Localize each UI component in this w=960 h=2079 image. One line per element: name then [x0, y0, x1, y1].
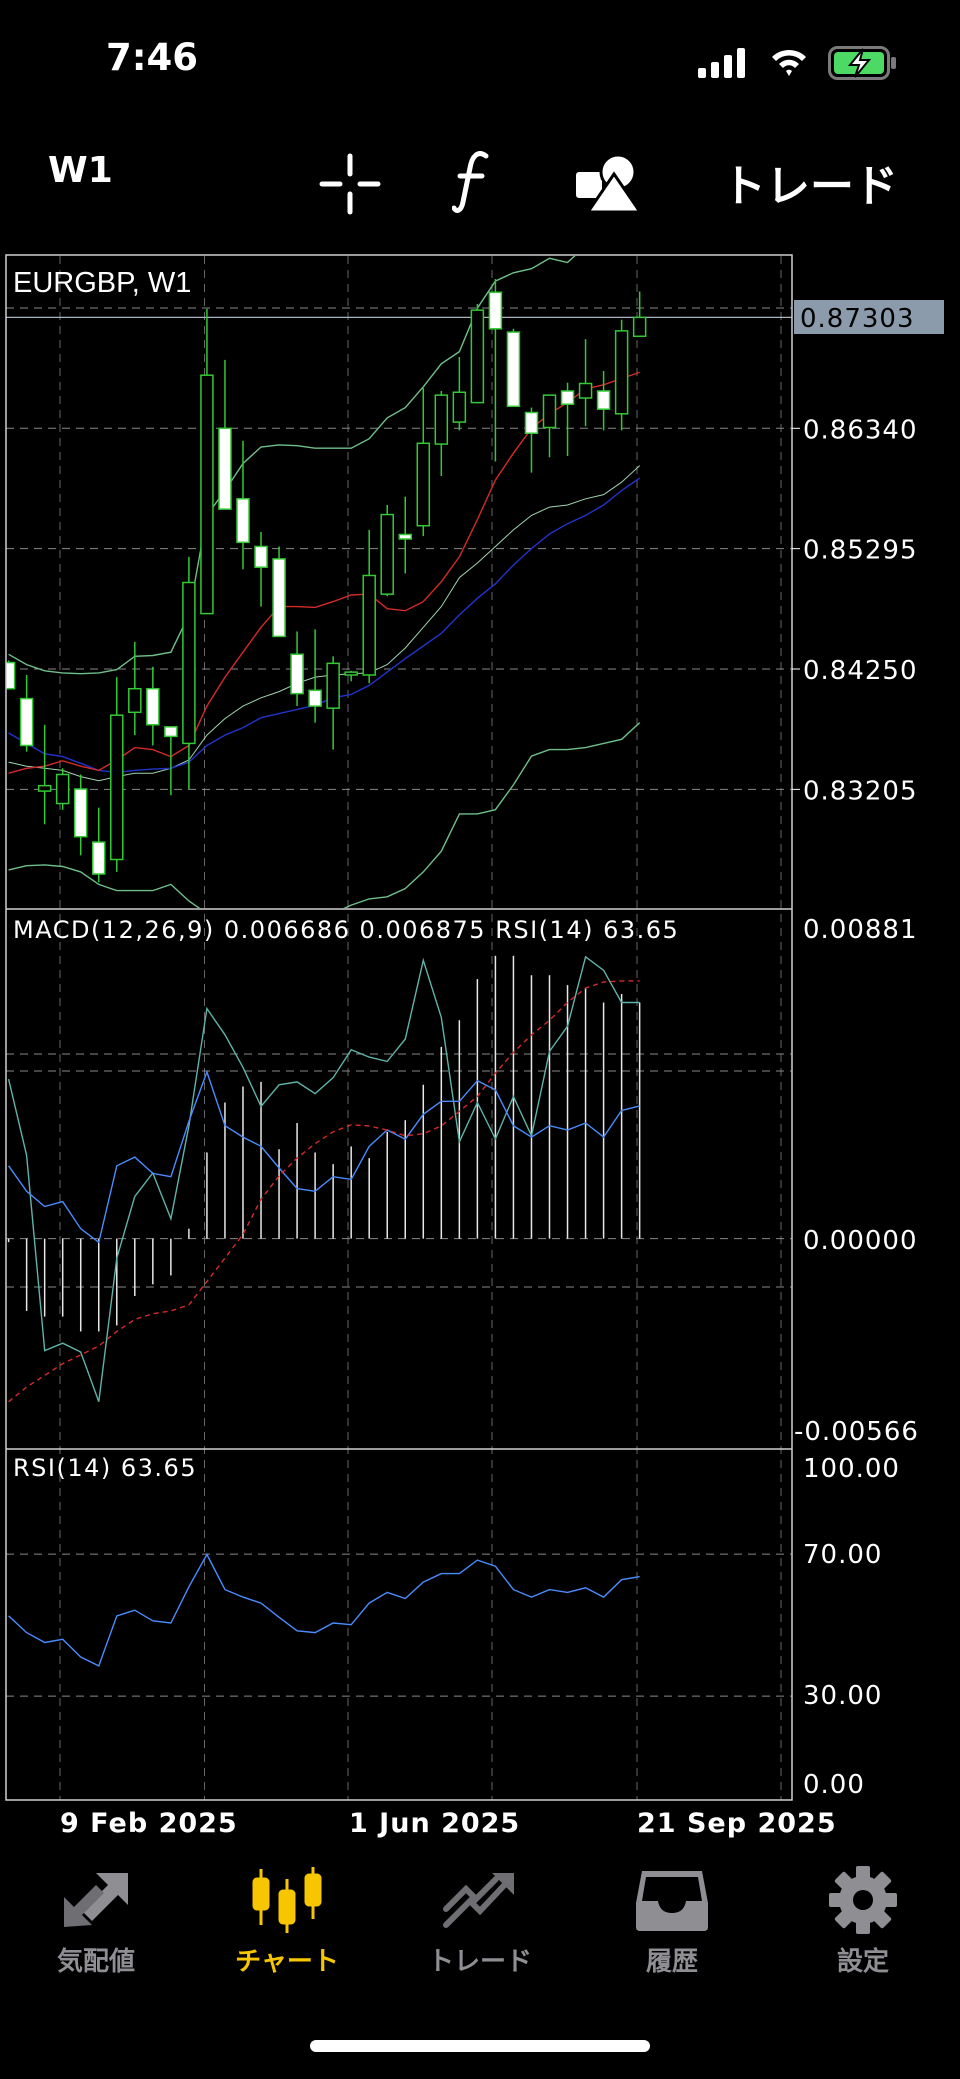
objects-icon[interactable] — [574, 152, 642, 214]
date-label-feb: 9 Feb 2025 — [60, 1808, 238, 1839]
candle-bear — [146, 687, 160, 726]
date-label-jun: 1 Jun 2025 — [349, 1808, 520, 1839]
rsi-line — [8, 1553, 640, 1667]
tab-settings[interactable]: 設定 — [783, 1865, 943, 1978]
cellular-signal-icon — [698, 48, 745, 78]
rsi-label: RSI(14) 63.65 — [13, 1454, 197, 1482]
price-axis: 0.86340 0.85295 0.84250 0.83205 — [792, 415, 918, 806]
tab-label: 気配値 — [56, 1947, 135, 1977]
candle-bear — [254, 545, 268, 568]
candle-bear — [524, 411, 539, 435]
tab-label: トレード — [427, 1947, 532, 1977]
candle-bull — [37, 784, 52, 792]
candle-bull — [434, 394, 449, 445]
chart-area[interactable]: EURGBP, W1 MACD(12,26,9) 0.006686 0.0068… — [0, 0, 960, 1860]
macd-signal-line — [8, 980, 640, 1403]
candle-bull — [578, 382, 593, 399]
current-price-box — [794, 300, 944, 334]
tab-label: 履歴 — [645, 1947, 698, 1977]
home-indicator — [310, 2040, 650, 2052]
macd-teal-line — [7, 955, 640, 1402]
candle-bull — [380, 513, 394, 595]
candle-bear — [506, 331, 521, 408]
candle-bear — [596, 390, 611, 410]
candlestick-chart-icon — [252, 1867, 322, 1933]
candle-bear — [92, 841, 106, 875]
tab-chart[interactable]: チャート — [207, 1865, 367, 1978]
battery-charging-icon — [828, 46, 896, 80]
price-panel — [6, 256, 792, 908]
macd-axis-max: 0.00881 — [803, 915, 918, 945]
candle-bull — [110, 714, 124, 861]
band-upper-line — [8, 256, 576, 675]
candle-bull — [55, 773, 70, 805]
history-inbox-icon — [636, 1871, 708, 1931]
macd-rsi-overlay-line — [8, 1069, 640, 1244]
trade-button[interactable]: トレード — [722, 161, 898, 212]
rsi-tick-100: 100.00 — [803, 1454, 900, 1484]
trade-trend-icon — [443, 1873, 514, 1928]
rsi-tick-70: 70.00 — [803, 1540, 882, 1570]
tab-trade[interactable]: トレード — [400, 1865, 560, 1978]
candle-bear — [73, 788, 88, 838]
candle-bear — [164, 726, 178, 738]
candle-bear — [6, 661, 16, 690]
crosshair-icon[interactable] — [318, 152, 382, 216]
candle-bear — [218, 427, 232, 510]
band-middle-line — [8, 465, 641, 782]
candle-bull — [200, 374, 214, 615]
candle-bull — [470, 309, 485, 404]
macd-axis-zero: 0.00000 — [803, 1226, 918, 1256]
ma-blue-line — [8, 477, 641, 774]
macd-panel — [7, 955, 641, 1403]
tab-quotes[interactable]: 気配値 — [16, 1865, 176, 1978]
candle-bear — [290, 653, 304, 695]
candle-bull — [542, 394, 557, 429]
candle-bull — [344, 671, 358, 676]
tab-label: チャート — [235, 1947, 339, 1977]
candle-bear — [19, 697, 34, 747]
price-tick-label: 0.84250 — [803, 656, 918, 686]
macd-axis-min: -0.00566 — [794, 1417, 919, 1447]
settings-gear-icon — [829, 1866, 897, 1934]
status-time: 7:46 — [106, 36, 199, 79]
tab-label: 設定 — [836, 1947, 889, 1977]
candle-bear — [398, 533, 413, 540]
candle-bear — [488, 291, 503, 330]
candle-bull — [182, 581, 196, 745]
band-lower-line — [8, 722, 641, 908]
rsi-panel — [8, 1553, 640, 1667]
symbol-label: EURGBP, W1 — [13, 267, 191, 299]
price-tick-label: 0.86340 — [803, 415, 918, 445]
tab-history[interactable]: 履歴 — [592, 1865, 752, 1978]
panel-frames — [5, 254, 793, 1801]
current-price-label: 0.87303 — [800, 304, 915, 334]
date-label-sep: 21 Sep 2025 — [637, 1808, 837, 1839]
rsi-tick-30: 30.00 — [803, 1681, 882, 1711]
ma-red-line — [8, 371, 640, 774]
price-tick-label: 0.85295 — [803, 536, 918, 566]
rsi-tick-0: 0.00 — [803, 1770, 865, 1800]
candle-bull — [614, 330, 629, 415]
candle-bear — [560, 390, 575, 405]
candle-bear — [272, 558, 286, 638]
quotes-arrows-icon — [64, 1873, 128, 1927]
macd-label: MACD(12,26,9) 0.006686 0.006875 RSI(14) … — [13, 916, 679, 944]
candle-bull — [362, 574, 376, 676]
wifi-icon — [772, 49, 806, 76]
function-icon[interactable] — [452, 150, 492, 216]
candle-bull — [326, 662, 340, 709]
candle-bull — [452, 391, 467, 423]
candle-bear — [308, 689, 322, 707]
candle-bull — [632, 316, 647, 338]
candle-bull — [416, 442, 431, 527]
price-tick-label: 0.83205 — [803, 776, 918, 806]
candle-bear — [236, 498, 250, 544]
timeframe-button[interactable]: W1 — [48, 150, 113, 191]
candle-bull — [128, 687, 142, 714]
grid-lines — [6, 256, 792, 1800]
